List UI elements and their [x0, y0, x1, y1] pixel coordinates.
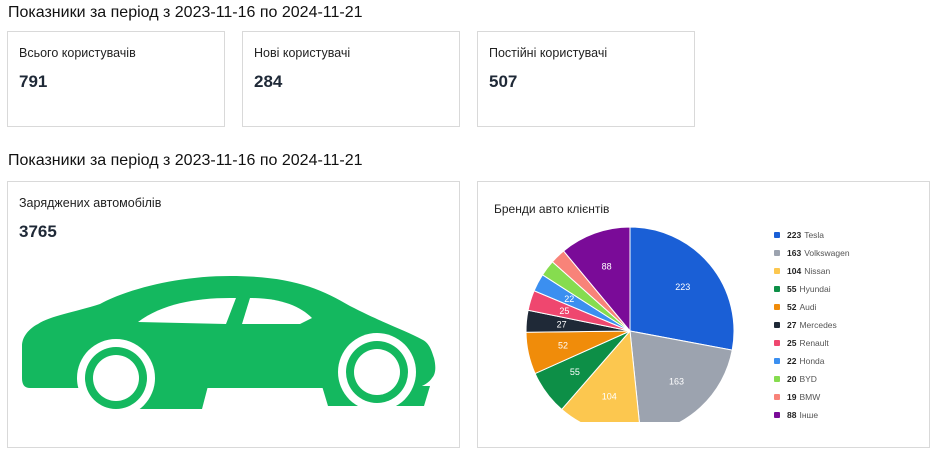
legend-label: Honda [799, 356, 825, 366]
pie-slice-інше [562, 226, 631, 333]
legend-item[interactable]: 22 Honda [774, 352, 850, 370]
legend-value: 104 [787, 266, 802, 276]
pie-label: 27 [557, 320, 567, 330]
chart-title: Бренди авто клієнтів [494, 202, 610, 216]
legend-label: BYD [799, 374, 817, 384]
pie-label: 52 [558, 341, 568, 351]
stat-card-total-users: Всього користувачів 791 [7, 31, 225, 127]
legend-value: 55 [787, 284, 797, 294]
legend-swatch [774, 412, 780, 418]
legend-swatch [774, 286, 780, 292]
legend-item[interactable]: 52 Audi [774, 298, 850, 316]
legend-item[interactable]: 27 Mercedes [774, 316, 850, 334]
pie-label: 104 [602, 391, 617, 401]
legend-item[interactable]: 223 Tesla [774, 226, 850, 244]
stat-value: 284 [254, 72, 283, 91]
brands-pie-chart: 223 163 104 55 52 27 25 22 88 [525, 226, 735, 422]
legend-value: 223 [787, 230, 802, 240]
car-icon [22, 276, 436, 417]
legend-value: 19 [787, 392, 797, 402]
legend-label: Tesla [804, 230, 825, 240]
legend-swatch [774, 232, 780, 238]
legend-value: 27 [787, 320, 797, 330]
chart-legend: 223 Tesla 163 Volkswagen 104 Nissan 55 Hyundai 5… [774, 226, 850, 424]
legend-value: 20 [787, 374, 797, 384]
legend-item[interactable]: 88 Інше [774, 406, 850, 424]
legend-item[interactable]: 20 BYD [774, 370, 850, 388]
legend-swatch [774, 394, 780, 400]
stat-card-new-users: Нові користувачі 284 [242, 31, 460, 127]
stat-value: 507 [489, 72, 518, 91]
legend-label: Audi [799, 302, 817, 312]
stat-label: Заряджених автомобілів [19, 196, 162, 210]
stat-label: Всього користувачів [19, 46, 136, 60]
legend-label: Mercedes [799, 320, 837, 330]
pie-slice-nissan [560, 329, 640, 422]
legend-swatch [774, 304, 780, 310]
stat-label: Нові користувачі [254, 46, 351, 60]
legend-swatch [774, 340, 780, 346]
legend-swatch [774, 376, 780, 382]
charged-cars-card: Заряджених автомобілів 3765 [7, 181, 460, 448]
legend-value: 25 [787, 338, 797, 348]
legend-swatch [774, 250, 780, 256]
pie-label: 163 [669, 377, 684, 387]
stat-value: 3765 [19, 222, 57, 241]
stat-value: 791 [19, 72, 48, 91]
legend-label: Nissan [804, 266, 831, 276]
legend-label: Інше [799, 410, 819, 420]
legend-value: 52 [787, 302, 797, 312]
stat-card-returning-users: Постійні користувачі 507 [477, 31, 695, 127]
section-title-users: Показники за період з 2023-11-16 по 2024… [8, 4, 363, 21]
legend-item[interactable]: 104 Nissan [774, 262, 850, 280]
legend-item[interactable]: 55 Hyundai [774, 280, 850, 298]
section-title-charging: Показники за період з 2023-11-16 по 2024… [8, 152, 363, 169]
legend-item[interactable]: 19 BMW [774, 388, 850, 406]
pie-label: 223 [675, 282, 690, 292]
brands-chart-card: Бренди авто клієнтів 223 163 104 55 52 27 25 22… [477, 181, 930, 448]
pie-slice-tesla [629, 226, 735, 351]
legend-item[interactable]: 25 Renault [774, 334, 850, 352]
pie-slice-volkswagen [629, 330, 733, 422]
legend-label: BMW [799, 392, 821, 402]
pie-label: 88 [602, 261, 612, 271]
pie-label: 22 [564, 294, 574, 304]
stat-label: Постійні користувачі [489, 46, 608, 60]
legend-swatch [774, 358, 780, 364]
legend-swatch [774, 268, 780, 274]
legend-label: Hyundai [799, 284, 831, 294]
legend-label: Volkswagen [804, 248, 850, 258]
legend-value: 163 [787, 248, 802, 258]
legend-swatch [774, 322, 780, 328]
pie-label: 25 [559, 306, 569, 316]
pie-label: 55 [570, 367, 580, 377]
legend-value: 22 [787, 356, 797, 366]
legend-value: 88 [787, 410, 797, 420]
legend-label: Renault [799, 338, 829, 348]
legend-item[interactable]: 163 Volkswagen [774, 244, 850, 262]
